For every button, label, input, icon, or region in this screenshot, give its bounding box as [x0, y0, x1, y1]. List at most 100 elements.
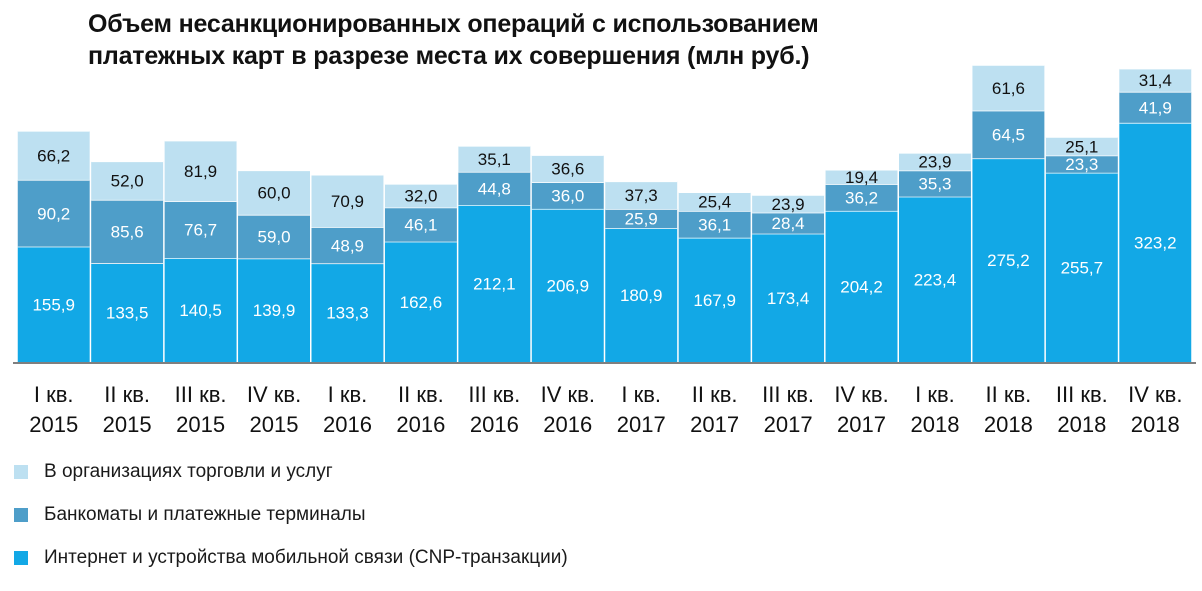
bar-atm-9 — [678, 211, 751, 238]
bar-atm-10 — [752, 212, 825, 234]
data-label-trade-2: 81,9 — [184, 162, 217, 181]
bar-cnp-14 — [1045, 172, 1118, 362]
bar-atm-7 — [531, 182, 604, 209]
data-label-cnp-0: 155,9 — [32, 295, 75, 314]
data-label-cnp-9: 167,9 — [693, 291, 736, 310]
bar-trade-4 — [311, 174, 384, 228]
bar-atm-6 — [458, 171, 531, 206]
bar-trade-9 — [678, 192, 751, 212]
data-label-cnp-2: 140,5 — [179, 301, 222, 320]
x-tick-label-quarter-8: I кв. — [621, 382, 661, 407]
data-label-cnp-7: 206,9 — [547, 276, 590, 295]
data-label-cnp-3: 139,9 — [253, 301, 296, 320]
x-tick-label-quarter-12: I кв. — [915, 382, 955, 407]
legend-item-atm: Банкоматы и платежные терминалы — [14, 504, 568, 525]
legend-label-trade: В организациях торговли и услуг — [44, 461, 333, 482]
bar-atm-2 — [164, 201, 237, 259]
data-label-cnp-4: 133,3 — [326, 304, 369, 323]
data-label-trade-13: 61,6 — [992, 79, 1025, 98]
data-label-trade-10: 23,9 — [772, 195, 805, 214]
bar-atm-13 — [972, 110, 1045, 159]
bar-trade-15 — [1119, 68, 1192, 92]
data-label-atm-8: 25,9 — [625, 210, 658, 229]
bar-trade-5 — [384, 183, 457, 208]
data-label-trade-12: 23,9 — [918, 153, 951, 172]
x-tick-label-quarter-1: II кв. — [104, 382, 150, 407]
x-tick-label-year-11: 2017 — [837, 412, 886, 437]
bar-trade-3 — [238, 170, 310, 215]
bar-cnp-2 — [164, 258, 237, 362]
bar-cnp-1 — [91, 263, 164, 362]
legend-swatch-atm — [14, 508, 28, 522]
x-tick-label-quarter-13: II кв. — [986, 382, 1032, 407]
data-label-trade-1: 52,0 — [111, 172, 144, 191]
bar-trade-11 — [825, 169, 898, 185]
data-label-atm-5: 46,1 — [404, 216, 437, 235]
data-label-atm-9: 36,1 — [698, 215, 731, 234]
x-tick-label-quarter-4: I кв. — [328, 382, 368, 407]
data-label-atm-7: 36,0 — [551, 187, 584, 206]
bar-trade-12 — [899, 152, 971, 171]
x-tick-label-quarter-14: III кв. — [1056, 382, 1108, 407]
data-label-atm-13: 64,5 — [992, 125, 1025, 144]
bar-cnp-11 — [825, 210, 898, 362]
bar-cnp-6 — [458, 205, 531, 362]
chart-legend: В организациях торговли и услуг Банкомат… — [14, 461, 568, 591]
legend-label-atm: Банкоматы и платежные терминалы — [44, 504, 366, 525]
legend-item-cnp: Интернет и устройства мобильной связи (C… — [14, 547, 568, 568]
x-tick-label-quarter-6: III кв. — [468, 382, 520, 407]
bar-trade-14 — [1045, 136, 1118, 156]
data-label-trade-9: 25,4 — [698, 193, 731, 212]
data-label-trade-4: 70,9 — [331, 192, 364, 211]
x-tick-label-year-8: 2017 — [617, 412, 666, 437]
data-label-cnp-15: 323,2 — [1134, 233, 1177, 252]
bar-atm-1 — [91, 199, 164, 264]
bar-trade-8 — [605, 181, 678, 209]
data-label-trade-15: 31,4 — [1139, 71, 1172, 90]
x-tick-label-year-6: 2016 — [470, 412, 519, 437]
bar-cnp-8 — [605, 228, 678, 362]
x-tick-label-year-0: 2015 — [29, 412, 78, 437]
data-label-trade-6: 35,1 — [478, 150, 511, 169]
data-label-cnp-11: 204,2 — [840, 277, 883, 296]
x-tick-label-quarter-15: IV кв. — [1128, 382, 1182, 407]
x-tick-label-year-9: 2017 — [690, 412, 739, 437]
stacked-bar-chart: 155,9 90,2 66,2 I кв. 2015 133,5 85,6 52,0 II кв… — [13, 64, 1196, 437]
data-label-atm-0: 90,2 — [37, 204, 70, 223]
x-tick-label-year-1: 2015 — [103, 412, 152, 437]
data-label-trade-0: 66,2 — [37, 146, 70, 165]
bar-atm-0 — [17, 179, 90, 247]
bar-trade-6 — [458, 145, 531, 172]
bar-cnp-13 — [972, 158, 1045, 362]
bar-atm-8 — [605, 208, 678, 229]
x-tick-label-year-14: 2018 — [1057, 412, 1106, 437]
bar-cnp-3 — [238, 258, 310, 362]
bar-trade-0 — [17, 130, 90, 180]
data-label-atm-4: 48,9 — [331, 236, 364, 255]
bar-atm-3 — [238, 214, 310, 259]
bar-cnp-5 — [384, 241, 457, 362]
x-tick-label-quarter-7: IV кв. — [541, 382, 595, 407]
bar-cnp-10 — [752, 233, 825, 362]
bar-cnp-15 — [1119, 122, 1192, 362]
x-tick-label-quarter-0: I кв. — [34, 382, 74, 407]
bar-atm-11 — [825, 184, 898, 211]
chart-title-line-1: Объем несанкционированных операций с исп… — [88, 10, 819, 38]
legend-swatch-cnp — [14, 551, 28, 565]
data-label-cnp-6: 212,1 — [473, 275, 516, 294]
data-label-trade-5: 32,0 — [404, 187, 437, 206]
bar-cnp-7 — [531, 208, 604, 362]
x-tick-label-quarter-11: IV кв. — [834, 382, 888, 407]
x-tick-label-quarter-9: II кв. — [692, 382, 738, 407]
x-tick-label-quarter-3: IV кв. — [247, 382, 301, 407]
bar-cnp-9 — [678, 237, 751, 362]
bar-trade-13 — [972, 65, 1045, 111]
data-label-trade-14: 25,1 — [1065, 137, 1098, 156]
data-label-cnp-5: 162,6 — [400, 293, 443, 312]
bar-trade-10 — [752, 194, 825, 213]
x-tick-label-year-13: 2018 — [984, 412, 1033, 437]
data-label-cnp-14: 255,7 — [1061, 258, 1104, 277]
data-label-cnp-8: 180,9 — [620, 286, 663, 305]
bar-atm-12 — [899, 170, 971, 197]
data-label-atm-3: 59,0 — [257, 228, 290, 247]
